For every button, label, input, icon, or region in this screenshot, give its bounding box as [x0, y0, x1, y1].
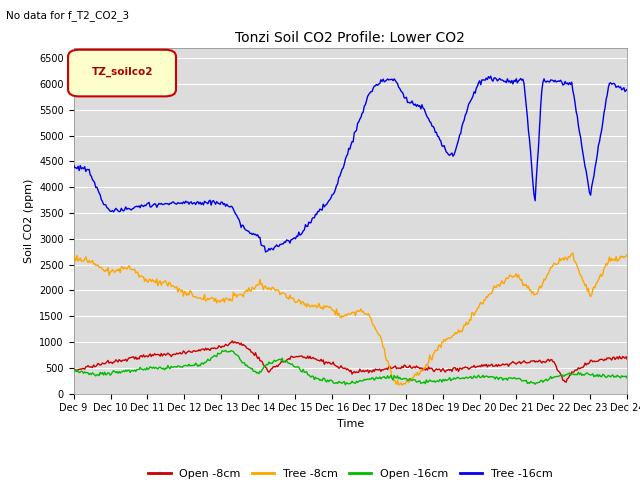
Y-axis label: Soil CO2 (ppm): Soil CO2 (ppm)	[24, 179, 33, 263]
X-axis label: Time: Time	[337, 419, 364, 429]
Text: TZ_soilco2: TZ_soilco2	[92, 66, 153, 77]
Text: No data for f_T2_CO2_3: No data for f_T2_CO2_3	[6, 10, 129, 21]
FancyBboxPatch shape	[68, 50, 176, 96]
Legend: Open -8cm, Tree -8cm, Open -16cm, Tree -16cm: Open -8cm, Tree -8cm, Open -16cm, Tree -…	[144, 465, 557, 480]
Title: Tonzi Soil CO2 Profile: Lower CO2: Tonzi Soil CO2 Profile: Lower CO2	[236, 32, 465, 46]
